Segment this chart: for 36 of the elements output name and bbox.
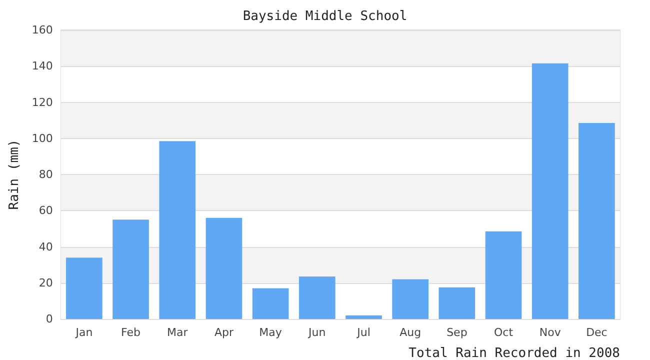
- bar: [298, 276, 336, 319]
- bar: [532, 63, 568, 319]
- x-tick-label: Apr: [214, 326, 234, 339]
- x-tick-label: Jul: [356, 326, 370, 339]
- x-tick-label: Sep: [446, 326, 468, 339]
- y-tick-label: 20: [38, 276, 53, 290]
- y-tick-label: 160: [32, 24, 53, 36]
- y-tick-label: 60: [38, 204, 53, 218]
- x-tick-label: Mar: [166, 326, 188, 339]
- y-tick-label: 80: [38, 168, 53, 181]
- x-tick-label: Feb: [121, 326, 141, 339]
- bar: [252, 288, 289, 319]
- bar: [392, 279, 429, 319]
- bar: [578, 123, 615, 319]
- x-tick-label: Jan: [74, 326, 93, 339]
- bar: [438, 287, 476, 319]
- x-tick-label: Oct: [494, 326, 514, 339]
- y-tick-label: 140: [32, 60, 53, 73]
- x-axis-title: Total Rain Recorded in 2008: [408, 346, 620, 360]
- y-tick-label: 0: [46, 312, 53, 326]
- y-tick-label: 120: [32, 96, 53, 109]
- y-axis-title: Rain (mm): [7, 139, 22, 210]
- bar: [159, 141, 196, 319]
- x-tick-label: Dec: [586, 326, 608, 339]
- y-tick-label: 100: [32, 132, 53, 145]
- x-tick-label: Nov: [539, 326, 562, 339]
- y-tick-label: 40: [38, 240, 53, 254]
- bar: [66, 258, 102, 319]
- bar: [485, 231, 522, 319]
- bar: [112, 220, 149, 319]
- bar: [206, 218, 242, 319]
- x-tick-label: May: [259, 326, 282, 339]
- x-tick-label: Jun: [308, 326, 326, 339]
- bar: [346, 315, 382, 319]
- x-tick-label: Aug: [400, 326, 422, 339]
- chart-title: Bayside Middle School: [242, 9, 408, 24]
